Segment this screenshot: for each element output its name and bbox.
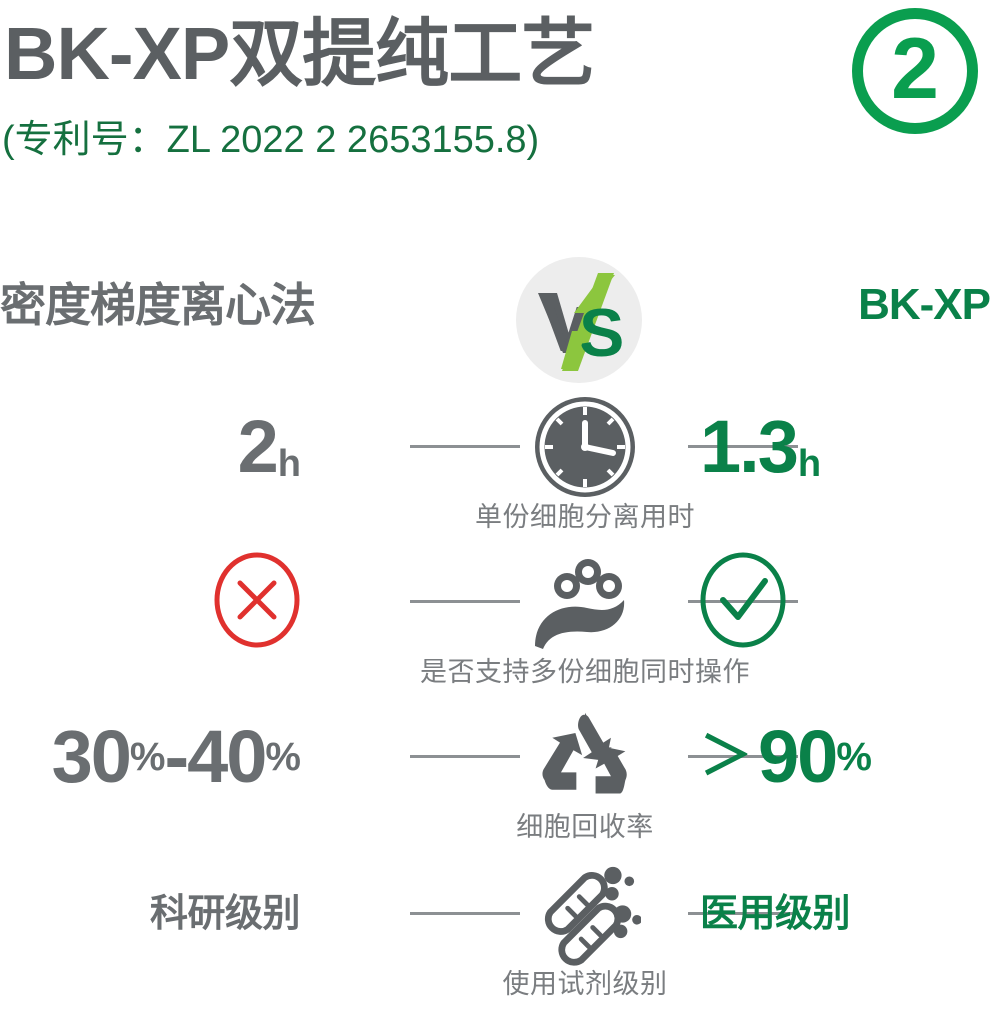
comparison-row: 是否支持多份细胞同时操作 <box>0 550 1000 705</box>
left-method-heading: 密度梯度离心法 <box>0 279 316 331</box>
row-2-caption: 是否支持多份细胞同时操作 <box>0 654 1000 690</box>
page-title: BK-XP双提纯工艺 <box>4 12 595 95</box>
row-2-right-value <box>700 550 982 654</box>
row-3-left-percent-1: % <box>129 735 166 779</box>
connector-line-right <box>688 912 798 915</box>
patent-number: (专利号：ZL 2022 2 2653155.8) <box>2 119 540 161</box>
row-4-right-value: 医用级别 <box>700 862 982 966</box>
right-method-heading: BK-XP <box>858 280 991 329</box>
row-4-left-value: 科研级别 <box>40 862 301 966</box>
step-number-label: 2 <box>891 21 939 117</box>
connector-line-left <box>410 600 520 603</box>
row-3-right-greater-than: ＞ <box>700 728 753 786</box>
row-1-right-value: 1.3 h <box>700 395 982 499</box>
row-3-left-number-1: 30 <box>51 715 132 798</box>
header: BK-XP双提纯工艺 (专利号：ZL 2022 2 2653155.8) 2 <box>0 0 1000 200</box>
step-number-badge: 2 <box>852 8 978 134</box>
comparison-row: 科研级别 医用级别 <box>0 862 1000 1017</box>
row-1-right-number: 1.3 <box>700 405 799 488</box>
row-1-left-number: 2 <box>237 405 279 488</box>
recycle-icon <box>500 701 670 813</box>
clock-icon <box>500 391 670 503</box>
row-4-caption: 使用试剂级别 <box>0 966 1000 1002</box>
connector-line-left <box>410 445 520 448</box>
test-tubes-icon <box>500 858 670 970</box>
comparison-header: 密度梯度离心法 V S BK-XP <box>0 255 1000 383</box>
row-1-left-unit: h <box>277 443 301 485</box>
row-3-left-value: 30% -40% <box>40 705 301 809</box>
row-4-caption-text: 使用试剂级别 <box>502 969 668 999</box>
row-3-right-percent: % <box>836 735 872 779</box>
connector-line-left <box>410 912 520 915</box>
connector-line-right <box>688 445 798 448</box>
row-1-caption: 单份细胞分离用时 <box>0 499 1000 535</box>
row-3-right-number: 90 <box>758 715 838 798</box>
connector-line-left <box>410 755 520 758</box>
row-4-right-text: 医用级别 <box>700 893 851 935</box>
row-2-left-value <box>40 550 300 654</box>
row-3-left-percent-2: % <box>265 735 301 779</box>
row-4-left-text: 科研级别 <box>149 893 301 935</box>
row-3-right-value: ＞ 90% <box>700 705 982 809</box>
versus-badge-icon: V S <box>516 257 642 383</box>
svg-text:V: V <box>544 293 587 365</box>
row-2-caption-text: 是否支持多份细胞同时操作 <box>420 657 750 687</box>
row-3-caption-text: 细胞回收率 <box>516 812 654 842</box>
check-circle-icon <box>700 552 786 652</box>
row-3-left-dash: - <box>164 715 189 798</box>
row-1-caption-text: 单份细胞分离用时 <box>475 502 695 532</box>
comparison-row: 30% -40% ＞ 90% 细胞回收率 <box>0 705 1000 860</box>
row-3-caption: 细胞回收率 <box>0 809 1000 845</box>
row-3-left-number-2: 40 <box>187 715 267 798</box>
cross-circle-icon <box>214 552 300 652</box>
connector-line-right <box>688 755 798 758</box>
row-1-right-unit: h <box>797 443 821 485</box>
connector-line-right <box>688 600 798 603</box>
hand-cells-icon <box>500 546 670 658</box>
